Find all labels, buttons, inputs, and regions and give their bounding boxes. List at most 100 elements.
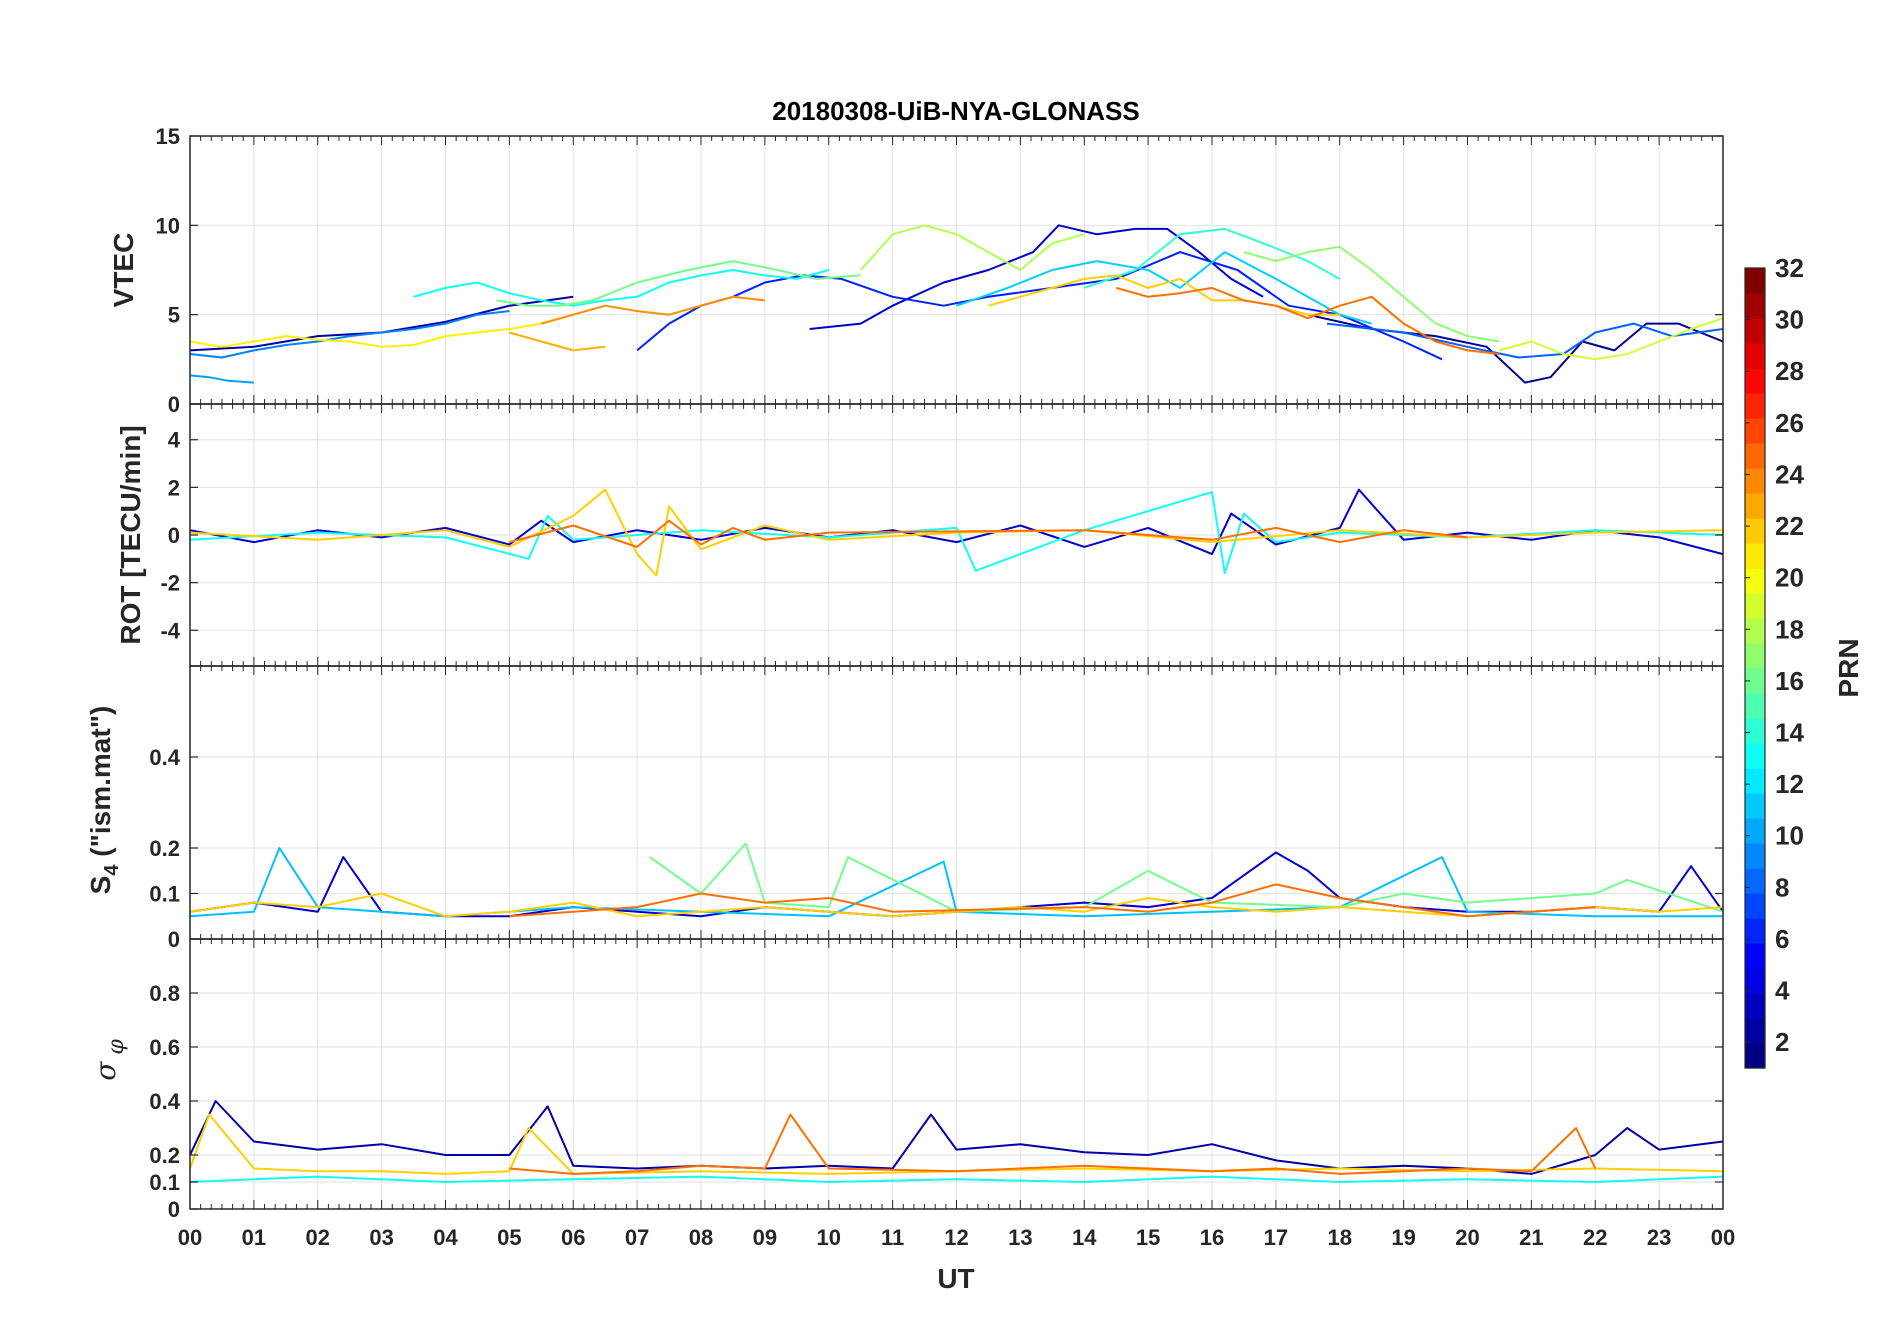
colorbar-band	[1745, 1043, 1765, 1069]
colorbar-band	[1745, 393, 1765, 419]
xtick-label: 00	[1711, 1225, 1735, 1250]
series-lines-sigma-phi	[189, 1100, 1724, 1183]
grid-vtec	[189, 135, 1724, 405]
xtick-label: 22	[1583, 1225, 1607, 1250]
ytick-label: 0	[168, 523, 180, 548]
colorbar-tick-label: 10	[1775, 821, 1804, 851]
panel-s4: 0 0.1 0.2 0.4 S4 ("ism.mat")	[85, 665, 1724, 952]
series-line-prn-15-s4	[649, 842, 1724, 913]
colorbar-band	[1745, 768, 1765, 794]
xtick-label: 00	[178, 1225, 202, 1250]
x-tick-labels: 00 01 02 03 04 05 06 07 08 09 10 11 12 13 14 15 16 17 18 19…	[178, 1225, 1735, 1250]
colorbar-band	[1745, 993, 1765, 1019]
series-line-prn-18-vtec	[1499, 317, 1724, 361]
colorbar-band	[1745, 618, 1765, 644]
colorbar-tick-label: 12	[1775, 769, 1804, 799]
series-line-prn-12-sigma-phi	[189, 1175, 1724, 1183]
series-line-prn-22-vtec	[509, 331, 606, 352]
ylabel-phi: φ	[104, 1039, 129, 1062]
colorbar-frame	[1744, 267, 1766, 1069]
xtick-label: 23	[1647, 1225, 1671, 1250]
colorbar-band	[1745, 718, 1765, 744]
series-line-prn-15-vtec	[496, 260, 861, 307]
series-lines-vtec	[189, 224, 1724, 384]
series-line-prn-24-sigma-phi	[509, 1113, 1597, 1175]
colorbar-band	[1745, 343, 1765, 369]
ylabel-s4: S4 ("ism.mat")	[85, 706, 123, 895]
colorbar-band	[1745, 893, 1765, 919]
series-line-prn-21-rot	[189, 488, 1724, 577]
series-line-prn-24-rot	[509, 519, 1468, 548]
xtick-label: 12	[944, 1225, 968, 1250]
colorbar-band	[1745, 518, 1765, 544]
ytick-label: 0.4	[149, 1089, 180, 1114]
colorbar-band	[1745, 293, 1765, 319]
yticks-sigma-phi: 00.10.2 0.4 0.6 0.8	[149, 981, 1723, 1222]
colorbar-tick-label: 20	[1775, 563, 1804, 593]
ytick-label: -2	[160, 571, 180, 596]
colorbar-tick-label: 14	[1775, 718, 1804, 748]
xtick-label: 18	[1328, 1225, 1352, 1250]
xtick-label: 17	[1264, 1225, 1288, 1250]
xtick-label: 20	[1455, 1225, 1479, 1250]
colorbar-tick-label: 22	[1775, 511, 1804, 541]
colorbar-tick-label: 8	[1775, 872, 1789, 902]
xtick-label: 19	[1391, 1225, 1415, 1250]
xtick-label: 09	[753, 1225, 777, 1250]
xtick-label: 01	[242, 1225, 266, 1250]
colorbar-band	[1745, 443, 1765, 469]
ytick-label: 0	[168, 927, 180, 952]
ylabel-sigma: σ	[89, 1061, 122, 1081]
series-line-prn-12-rot	[189, 491, 1724, 575]
ylabel-vtec: VTEC	[108, 233, 139, 308]
series-line-prn-23-vtec	[541, 295, 766, 325]
colorbar-tick-label: 16	[1775, 666, 1804, 696]
chart-title: 20180308-UiB-NYA-GLONASS	[772, 96, 1140, 126]
colorbar-tick-label: 6	[1775, 924, 1789, 954]
colorbar-band	[1745, 693, 1765, 719]
colorbar-band	[1745, 318, 1765, 344]
ytick-label: 5	[168, 303, 180, 328]
yticks-vtec: 0 5 10 15	[156, 124, 1723, 417]
colorbar-band	[1745, 268, 1765, 294]
panel-vtec: 0 5 10 15 VTEC	[108, 124, 1724, 417]
ytick-label: 4	[168, 428, 181, 453]
xtick-label: 15	[1136, 1225, 1160, 1250]
series-line-prn-17-vtec	[859, 224, 1085, 271]
grid-sigma-phi	[189, 939, 1724, 1210]
ytick-label: 0.1	[149, 1170, 180, 1195]
xminor-ticks-rot	[189, 404, 1724, 666]
colorbar-tick-label: 18	[1775, 614, 1804, 644]
ylabel-rot: ROT [TECU/min]	[115, 425, 146, 644]
colorbar-tick-label: 24	[1775, 459, 1804, 489]
colorbar-band	[1745, 868, 1765, 894]
xtick-label: 16	[1200, 1225, 1224, 1250]
xminor-ticks-s4	[189, 666, 1724, 939]
series-line-prn-13-vtec	[1083, 227, 1341, 289]
ylabel-s4-base: S	[85, 876, 116, 895]
series-line-prn-16-vtec	[1243, 245, 1500, 343]
xtick-label: 05	[497, 1225, 521, 1250]
xtick-label: 14	[1072, 1225, 1097, 1250]
ylabel-s4-sub: 4	[101, 864, 123, 876]
grid-s4	[189, 666, 1724, 940]
series-lines-rot	[189, 488, 1724, 577]
xtick-label: 06	[561, 1225, 585, 1250]
colorbar-band	[1745, 593, 1765, 619]
panel-rot: -4 -2 0 2 4 ROT [TECU/min]	[115, 403, 1724, 667]
colorbar-band	[1745, 918, 1765, 944]
series-line-prn-24-vtec	[1115, 286, 1500, 355]
ytick-label: 0.4	[149, 745, 180, 770]
ytick-label: -4	[160, 618, 180, 643]
colorbar-tick-label: 2	[1775, 1027, 1789, 1057]
series-line-prn-9-vtec	[189, 374, 254, 384]
xtick-label: 13	[1008, 1225, 1032, 1250]
colorbar-band	[1745, 968, 1765, 994]
yticks-rot: -4 -2 0 2 4	[160, 428, 1723, 643]
colorbar-band	[1745, 1018, 1765, 1044]
colorbar-tick-label: 28	[1775, 356, 1804, 386]
xminor-ticks-sigma-phi	[189, 939, 1724, 1209]
xtick-label: 04	[433, 1225, 458, 1250]
colorbar-band	[1745, 943, 1765, 969]
